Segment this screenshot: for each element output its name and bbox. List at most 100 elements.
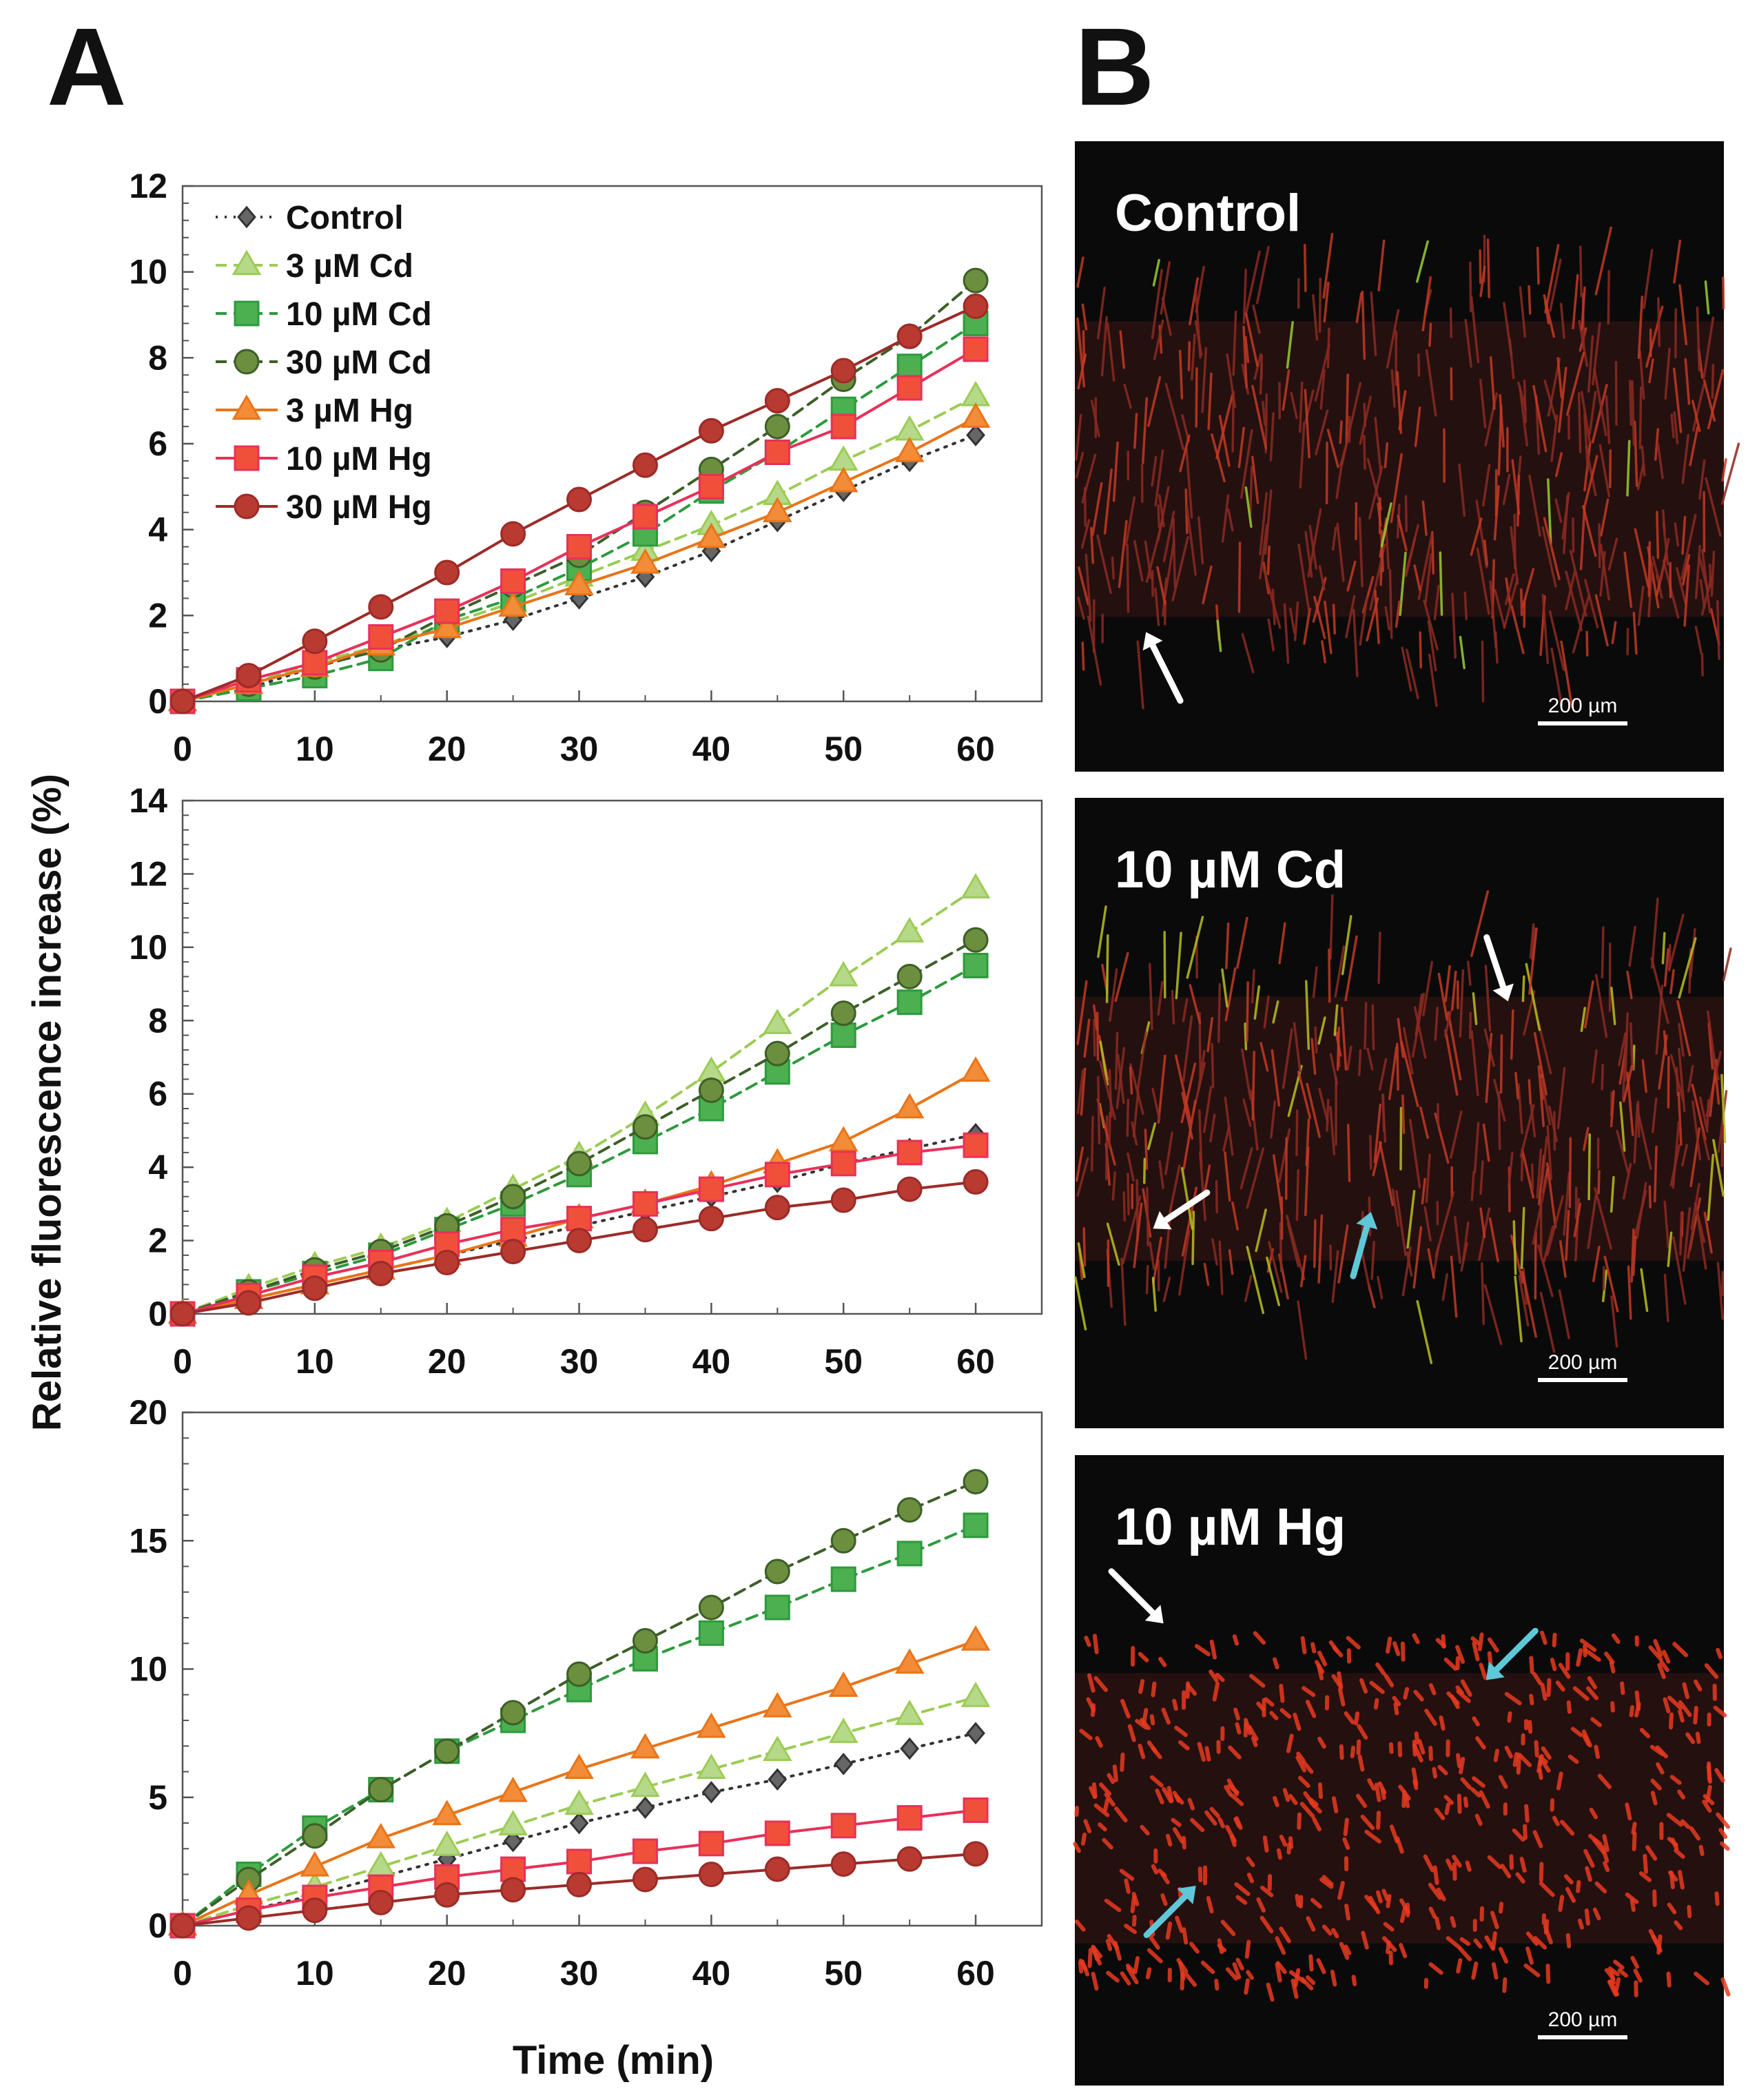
white-arrow-icon	[1153, 1189, 1211, 1230]
data-point	[764, 1856, 790, 1882]
y-tick-label: 0	[148, 1906, 167, 1945]
data-point	[632, 504, 658, 530]
scale-bar-label: 200 µm	[1548, 2008, 1618, 2031]
data-point	[960, 380, 991, 406]
legend-entry-30-um-hg: 30 µM Hg	[216, 489, 432, 526]
data-point	[896, 375, 923, 401]
data-point	[368, 1777, 394, 1803]
chart-bottom: 0 5 10 15 20 0 10 20 30 40 50 60	[129, 1393, 1043, 1993]
series-3-um-hg	[167, 402, 991, 712]
data-point	[830, 1187, 856, 1213]
x-tick-label: 10	[296, 1342, 334, 1381]
y-tick-label: 0	[148, 1295, 167, 1333]
data-point	[698, 1176, 724, 1202]
data-point	[830, 358, 856, 384]
data-point	[169, 1301, 196, 1327]
legend-entry-3-um-cd: 3 µM Cd	[216, 248, 413, 285]
y-tick-label: 4	[148, 511, 167, 549]
data-point	[698, 1620, 724, 1646]
data-point	[698, 473, 724, 500]
x-tick-label: 60	[956, 1342, 995, 1381]
x-tick-label: 0	[173, 730, 192, 768]
white-arrow-icon	[1108, 1568, 1164, 1624]
data-point	[896, 1140, 923, 1166]
x-tick-label: 40	[692, 1342, 731, 1381]
data-point	[894, 1700, 925, 1725]
legend-marker	[234, 445, 260, 471]
data-point	[632, 1646, 658, 1672]
data-point	[896, 989, 923, 1016]
data-point	[830, 1000, 856, 1027]
data-point	[830, 413, 856, 440]
y-tick-label: 5	[148, 1778, 167, 1817]
series-10-um-hg	[169, 336, 989, 714]
data-point	[764, 439, 790, 465]
panel-label-b: B	[1075, 5, 1155, 128]
series-3-um-cd	[167, 873, 991, 1324]
data-point	[963, 927, 989, 953]
data-point	[632, 1191, 658, 1217]
data-point	[302, 1823, 328, 1849]
legend-marker	[234, 493, 260, 519]
data-point	[630, 1733, 660, 1759]
data-point	[963, 1132, 989, 1158]
data-point	[368, 624, 394, 650]
series-line	[181, 964, 978, 1315]
data-point	[894, 436, 925, 462]
data-point	[366, 1822, 396, 1849]
data-point	[302, 1897, 328, 1924]
micrograph-control: Control 200 µm	[1075, 141, 1740, 772]
data-point	[432, 1830, 462, 1856]
data-point	[302, 628, 328, 655]
data-point	[498, 591, 528, 617]
data-point	[566, 1871, 593, 1897]
x-tick-label: 30	[560, 1954, 599, 1993]
data-point	[960, 402, 991, 428]
data-point	[564, 1789, 594, 1815]
series-30-um-hg	[169, 1169, 989, 1327]
y-tick-label: 6	[148, 1075, 167, 1113]
data-point	[828, 1718, 858, 1743]
data-point	[768, 1768, 788, 1791]
y-tick-label: 15	[129, 1521, 167, 1560]
data-point	[698, 1206, 724, 1232]
series-line	[181, 938, 978, 1315]
data-point	[566, 1661, 593, 1687]
data-point	[960, 1681, 991, 1707]
data-point	[632, 1838, 658, 1864]
data-point	[500, 1184, 526, 1210]
data-point	[963, 1469, 989, 1495]
micrograph-label: 10 µM Cd	[1115, 841, 1346, 899]
data-point	[368, 1889, 394, 1915]
legend-label: 10 µM Hg	[286, 441, 432, 477]
data-point	[894, 415, 925, 441]
legend-marker	[232, 394, 262, 420]
data-point	[830, 1851, 856, 1877]
micrograph-label: 10 µM Hg	[1115, 1498, 1346, 1556]
data-point	[900, 1737, 920, 1760]
data-point	[500, 568, 526, 594]
x-tick-label: 20	[428, 730, 466, 768]
legend-entry-10-um-hg: 10 µM Hg	[216, 441, 432, 477]
data-point	[896, 1497, 923, 1523]
data-point	[697, 1753, 726, 1780]
data-point	[500, 1700, 526, 1726]
data-point	[828, 1126, 858, 1152]
y-tick-label: 14	[129, 781, 167, 820]
y-tick-label: 4	[148, 1148, 167, 1186]
cyan-arrow-icon	[1485, 1627, 1539, 1680]
scale-bar-label: 200 µm	[1548, 694, 1618, 717]
y-tick-label: 20	[129, 1393, 167, 1432]
data-point	[566, 1206, 593, 1232]
data-point	[764, 388, 790, 414]
series-30-um-hg	[169, 294, 989, 714]
data-point	[828, 445, 858, 471]
y-tick-label: 10	[129, 253, 167, 291]
data-point	[828, 1671, 858, 1697]
data-point	[697, 522, 726, 548]
data-point	[368, 594, 394, 620]
data-point	[434, 1738, 460, 1764]
data-point	[764, 1162, 790, 1188]
y-tick-label: 2	[148, 1222, 167, 1260]
data-point	[896, 353, 923, 380]
